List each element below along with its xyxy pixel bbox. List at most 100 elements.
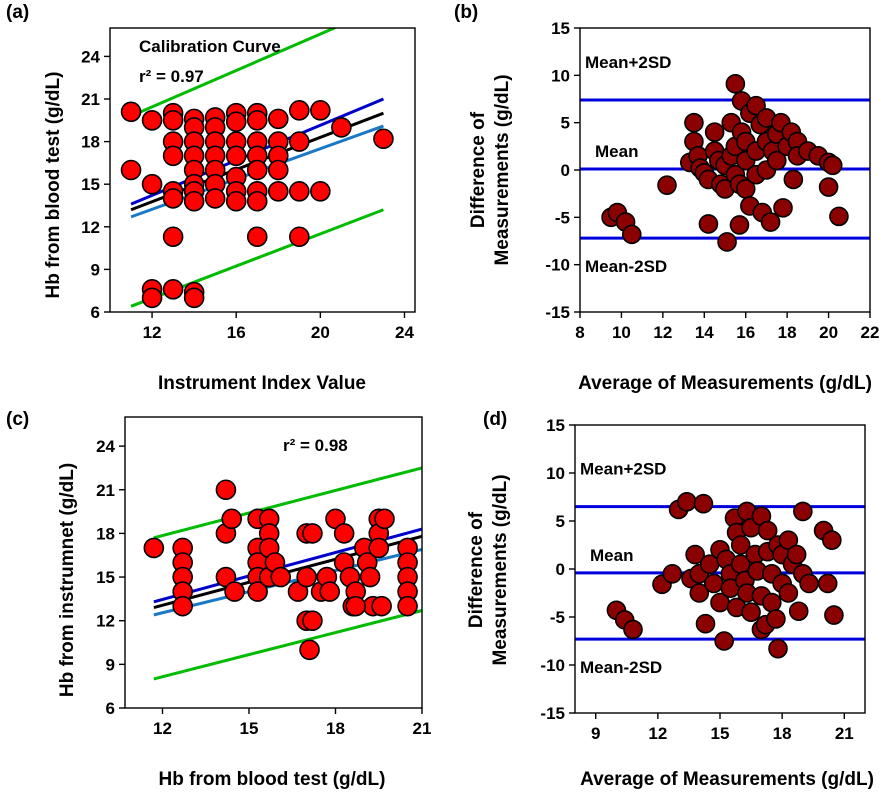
panel-a-point (162, 278, 184, 300)
panel-b-y-tick-label: -10 (545, 256, 570, 275)
panel-c-point (143, 537, 165, 559)
panel-d-point (778, 530, 799, 551)
panel-b-point (729, 215, 750, 235)
panel-a-point (162, 226, 184, 248)
panel-b-y-tick-label: -15 (545, 303, 570, 322)
panel-d-point (689, 583, 710, 603)
panel-c-x-axis-label: Hb from blood test (g/dL) (159, 769, 386, 790)
panel-a-x-tick-label: 12 (143, 323, 162, 342)
panel-a-point (225, 111, 247, 133)
panel-a-point (162, 188, 184, 209)
panel-d-point (741, 602, 761, 623)
panel-a-x-axis-label: Instrument Index Value (158, 373, 366, 394)
panel-a-y-tick-label: 18 (81, 133, 100, 152)
panel-b-x-axis-label: Average of Measurements (g/dL) (578, 373, 872, 394)
panel-d-x-tick-label: 9 (591, 724, 600, 743)
panel-c-point (345, 595, 366, 617)
panel-b-y-tick-label: 0 (561, 161, 570, 180)
panel-d-point (693, 493, 714, 514)
panel-a-point (183, 190, 205, 212)
panel-a-x-tick-label: 24 (395, 323, 414, 342)
panel-d-bland-altman-chart: (d) 9 12 15 18 21 -15 -10 -5 0 5 10 15 Mean+2SD Mean… (466, 409, 874, 790)
panel-a-point (331, 117, 352, 138)
panel-d-point (778, 583, 799, 603)
panel-a-calibration-chart: (a) 12 16 20 24 6 9 12 15 18 21 24 Calibration Cur… (6, 2, 416, 394)
panel-d-point (662, 563, 683, 584)
panel-a-point (141, 110, 163, 131)
panel-c-point (333, 523, 355, 544)
panel-d-y-axis-label-line2: Measurements (g/dL) (490, 474, 511, 665)
panel-b-point (818, 177, 839, 197)
panel-a-x-tick-label: 16 (227, 323, 246, 342)
panel-a-y-tick-label: 6 (91, 303, 100, 322)
panel-c-point (221, 508, 242, 530)
panel-d-y-axis-label-line1: Difference of (466, 511, 487, 628)
panel-a-point (120, 159, 142, 181)
panel-a-r2-annotation: r² = 0.97 (139, 67, 204, 86)
panel-b-y-tick-label: 10 (551, 66, 570, 85)
panel-d-y-tick-label: 0 (556, 560, 565, 579)
panel-d-point (623, 619, 643, 640)
panel-a-point (120, 101, 142, 123)
panel-a-point (246, 226, 268, 248)
panel-a-y-tick-label: 24 (81, 47, 100, 66)
panel-c-point (302, 610, 323, 632)
panel-d-point (768, 638, 788, 659)
panel-d-y-tick-label: 10 (546, 464, 565, 483)
panel-c-point (374, 508, 395, 530)
panel-b-bland-altman-chart: (b) 8 10 12 14 16 18 20 22 -15 -10 -5 0 5 10 15 Mean+2… (454, 2, 879, 394)
panel-c-y-tick-label: 15 (96, 568, 115, 587)
panel-d-point (817, 573, 838, 594)
panel-a-point (289, 131, 310, 152)
panel-d-point (793, 501, 813, 522)
panel-b-point (684, 112, 704, 133)
panel-c-x-tick-label: 15 (240, 719, 259, 738)
panel-b-point (657, 175, 677, 195)
panel-b-point (766, 150, 787, 171)
panel-c-point (371, 595, 392, 617)
panel-a-point (246, 159, 268, 181)
panel-a-y-axis-label: Hb from blood test (g/dL) (43, 72, 64, 299)
panel-d-hline-label-mean-2sd: Mean-2SD (580, 658, 662, 677)
panel-c-point (397, 595, 418, 617)
panel-d-x-tick-label: 15 (711, 724, 730, 743)
panel-a-point (141, 287, 163, 309)
panel-c-point (247, 581, 268, 602)
panel-d-x-tick-label: 18 (773, 724, 792, 743)
panel-b-x-tick-label: 16 (736, 323, 755, 342)
panel-c-y-tick-label: 12 (96, 612, 115, 631)
panel-d-point (714, 631, 734, 651)
panel-b-hline-label-mean-2sd: Mean+2SD (585, 53, 671, 72)
panel-a-point (289, 226, 310, 248)
panel-a-y-tick-label: 21 (81, 90, 100, 109)
panel-d-hline-label-mean: Mean (590, 546, 633, 565)
panel-d-x-tick-label: 21 (835, 724, 854, 743)
panel-b-y-tick-label: -5 (555, 208, 570, 227)
panel-b-y-tick-label: 15 (551, 19, 570, 38)
panel-a-point (267, 108, 289, 130)
panel-a-point (310, 100, 331, 121)
panel-c-y-tick-label: 9 (106, 655, 115, 674)
panel-c-point (299, 639, 320, 661)
panel-a-point (267, 181, 289, 202)
panel-c-point (270, 566, 292, 588)
panel-d-point (788, 601, 809, 622)
panel-a-point (141, 173, 163, 195)
panel-c-regression-chart: (c) 12 15 18 21 6 9 12 15 18 21 24 r² = 0.98 Hb fr… (6, 409, 431, 790)
panel-a-y-tick-label: 12 (81, 218, 100, 237)
panel-c-point (368, 537, 390, 559)
panel-b-label: (b) (454, 2, 478, 23)
panel-b-y-tick-label: 5 (561, 114, 570, 133)
panel-a-point (246, 110, 268, 131)
panel-d-point (786, 544, 807, 565)
panel-b-x-tick-label: 22 (861, 323, 880, 342)
panel-b-point (704, 122, 725, 142)
panel-c-point (215, 479, 237, 501)
panel-b-point (829, 206, 849, 227)
panel-c-point (319, 581, 341, 602)
panel-d-point (703, 573, 724, 594)
panel-b-x-tick-label: 10 (612, 323, 631, 342)
panel-d-point (695, 613, 716, 634)
panel-b-y-axis-label-line1: Difference of (468, 111, 489, 228)
